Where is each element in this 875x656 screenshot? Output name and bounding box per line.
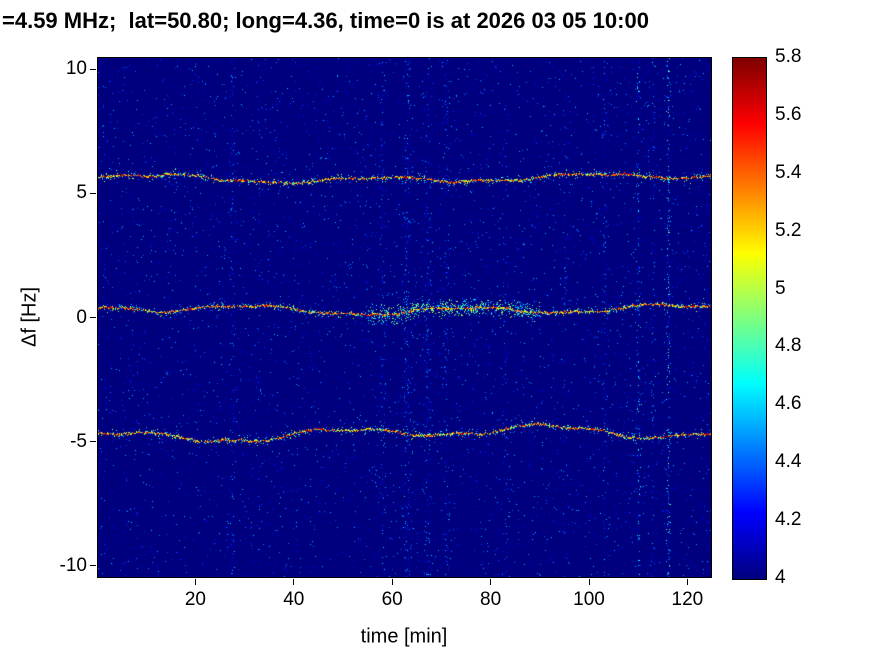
y-tick-mark [90,565,96,567]
colorbar-tick-label: 4 [775,567,786,588]
x-tick-label: 60 [381,589,403,610]
chart-title: =4.59 MHz; lat=50.80; long=4.36, time=0 … [2,8,649,33]
x-tick-label: 40 [283,589,305,610]
y-tick-label: 0 [76,306,87,328]
colorbar-tick-label: 5 [775,277,786,299]
x-axis-label: time [min] [360,625,448,648]
colorbar-tick-label: 5.6 [775,103,802,125]
spectrogram-canvas [97,57,712,578]
y-axis-label: Δf [Hz] [18,286,41,348]
plot-area [97,57,712,578]
y-tick-mark [90,68,96,70]
x-tick-label: 20 [184,589,206,610]
x-tick-label: 120 [671,589,704,610]
colorbar-gradient [733,58,766,579]
y-tick-label: -5 [70,430,87,452]
colorbar-tick-label: 4.2 [775,509,802,531]
colorbar-tick-label: 4.4 [775,451,802,473]
y-tick-mark [90,441,96,443]
x-tick-mark [490,579,492,585]
x-tick-mark [194,579,196,585]
y-tick-label: 5 [76,182,87,204]
y-tick-label: 10 [65,58,87,80]
y-tick-mark [90,192,96,194]
x-tick-mark [293,579,295,585]
colorbar-tick-label: 5.8 [775,46,802,67]
colorbar-tick-label: 4.6 [775,393,802,415]
x-tick-mark [588,579,590,585]
colorbar-tick-label: 5.2 [775,219,802,241]
colorbar-tick-label: 4.8 [775,335,802,357]
x-tick-mark [686,579,688,585]
colorbar-tick-label: 5.4 [775,161,802,183]
x-tick-label: 100 [573,589,605,610]
x-tick-label: 80 [480,589,502,610]
colorbar [732,57,767,580]
y-tick-label: -10 [59,554,87,576]
y-tick-mark [90,317,96,318]
x-tick-mark [391,579,393,585]
